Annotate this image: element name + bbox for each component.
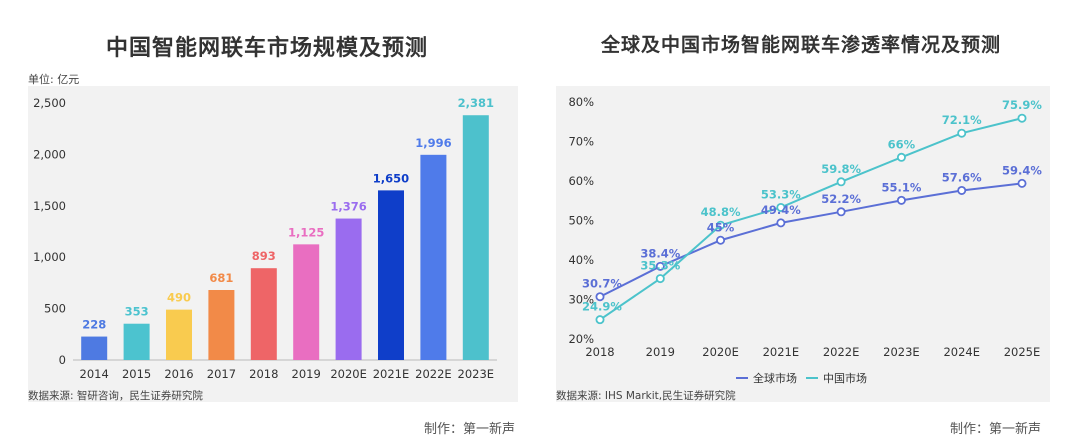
bar-2022E: [420, 154, 447, 360]
bar-chart-unit-label: 单位: 亿元: [28, 73, 80, 86]
series-point-china: [836, 177, 846, 187]
data-label-global: 49.4%: [761, 203, 801, 217]
x-tick-label: 2018: [585, 345, 614, 359]
series-point-global: [716, 235, 726, 245]
series-point-china: [595, 315, 605, 325]
x-tick-label: 2019: [292, 367, 321, 381]
series-point-china: [1017, 113, 1027, 123]
data-label-china: 66%: [888, 137, 916, 151]
bar-2016: [166, 309, 192, 360]
bar-value-label: 1,376: [330, 200, 366, 214]
x-tick-label: 2023E: [883, 345, 920, 359]
bar-value-label: 893: [252, 249, 276, 263]
data-label-china: 53.3%: [761, 187, 801, 201]
line-chart-svg: 20% 30% 40% 50% 60% 70% 80% 2018 2019 2020E 2021E 2…: [568, 95, 1042, 385]
data-label-china: 35.3%: [640, 259, 680, 273]
series-point-global: [1017, 178, 1027, 188]
bar-value-label: 2,381: [458, 96, 494, 110]
series-point-china: [716, 220, 726, 230]
bar-value-label: 1,125: [288, 225, 324, 239]
x-tick-label: 2023E: [458, 367, 495, 381]
bar-2023E: [462, 115, 489, 360]
bar-chart-panel: 中国智能网联车市场规模及预测 单位: 亿元 0 500 1,000 1,500 2,00…: [28, 36, 518, 437]
data-label-china: 72.1%: [942, 113, 982, 127]
bar-2018: [250, 268, 277, 360]
data-label-china: 24.9%: [582, 300, 622, 314]
y-tick-label: 50%: [568, 214, 594, 228]
data-label-global: 38.4%: [640, 246, 680, 260]
bar-2015: [123, 323, 150, 360]
series-point-global: [836, 207, 846, 217]
y-tick-label: 70%: [568, 135, 594, 149]
series-point-global: [957, 185, 967, 195]
bar-value-label: 353: [125, 305, 149, 319]
bar-value-label: 1,996: [415, 136, 451, 150]
line-chart-panel: 全球及中国市场智能网联车渗透率情况及预测 20% 30% 40% 50% 60% 70% 8…: [534, 0, 1068, 445]
data-label-global: 57.6%: [942, 170, 982, 184]
x-tick-label: 2017: [207, 367, 236, 381]
bar-2014: [81, 336, 108, 360]
data-label-global: 52.2%: [821, 192, 861, 206]
y-tick-label: 0: [59, 353, 66, 367]
bar-chart-source: 数据来源: 智研咨询，民生证券研究院: [28, 390, 203, 402]
x-tick-label: 2020E: [330, 367, 367, 381]
data-label-global: 55.1%: [881, 180, 921, 194]
x-tick-label: 2014: [80, 367, 109, 381]
x-tick-label: 2021E: [373, 367, 410, 381]
series-point-china: [896, 152, 906, 162]
x-tick-label: 2019: [646, 345, 675, 359]
bar-2017: [208, 289, 235, 360]
x-tick-label: 2025E: [1004, 345, 1041, 359]
series-point-global: [896, 195, 906, 205]
bar-chart-svg: 0 500 1,000 1,500 2,000 2,500 228 2014 353 2015 49…: [33, 96, 497, 381]
x-tick-label: 2015: [122, 367, 151, 381]
series-point-global: [776, 218, 786, 228]
line-chart-background: [556, 86, 1050, 402]
y-tick-label: 60%: [568, 174, 594, 188]
series-point-global: [595, 292, 605, 302]
bar-2020E: [335, 218, 362, 360]
x-tick-label: 2022E: [415, 367, 452, 381]
legend-label-global: 全球市场: [753, 371, 797, 385]
data-label-global: 30.7%: [582, 277, 622, 291]
series-point-china: [655, 274, 665, 284]
bar-chart-title: 中国智能网联车市场规模及预测: [105, 36, 428, 61]
x-tick-label: 2018: [249, 367, 278, 381]
series-point-global: [655, 261, 665, 271]
x-tick-label: 2024E: [943, 345, 980, 359]
data-label-global: 45%: [707, 220, 735, 234]
y-tick-label: 2,500: [33, 96, 66, 110]
bar-value-label: 1,650: [373, 171, 409, 185]
y-tick-label: 40%: [568, 253, 594, 267]
y-tick-label: 1,000: [33, 250, 66, 264]
x-tick-label: 2020E: [702, 345, 739, 359]
bar-2021E: [378, 190, 404, 360]
line-chart-source: 数据来源: IHS Markit,民生证券研究院: [556, 390, 736, 402]
data-label-china: 75.9%: [1002, 98, 1042, 112]
bar-chart-credit: 制作：第一新声: [424, 422, 516, 437]
x-tick-label: 2021E: [763, 345, 800, 359]
y-tick-label: 30%: [568, 293, 594, 307]
y-tick-label: 500: [44, 302, 66, 316]
bar-value-label: 228: [82, 318, 106, 332]
series-point-china: [957, 128, 967, 138]
bar-2019: [293, 244, 320, 360]
legend-label-china: 中国市场: [823, 371, 867, 385]
data-label-china: 48.8%: [701, 205, 741, 219]
series-point-china: [776, 202, 786, 212]
data-label-china: 59.8%: [821, 162, 861, 176]
y-tick-label: 80%: [568, 95, 594, 109]
y-tick-label: 2,000: [33, 147, 66, 161]
x-tick-label: 2016: [164, 367, 193, 381]
series-line-china: [599, 117, 1023, 321]
data-label-global: 59.4%: [1002, 163, 1042, 177]
y-tick-label: 1,500: [33, 199, 66, 213]
series-line-global: [599, 182, 1023, 298]
bar-value-label: 490: [167, 291, 191, 305]
line-chart-title: 全球及中国市场智能网联车渗透率情况及预测: [600, 34, 1001, 56]
bar-value-label: 681: [209, 271, 233, 285]
line-chart-credit: 制作：第一新声: [950, 422, 1042, 437]
x-tick-label: 2022E: [823, 345, 860, 359]
y-tick-label: 20%: [568, 332, 594, 346]
